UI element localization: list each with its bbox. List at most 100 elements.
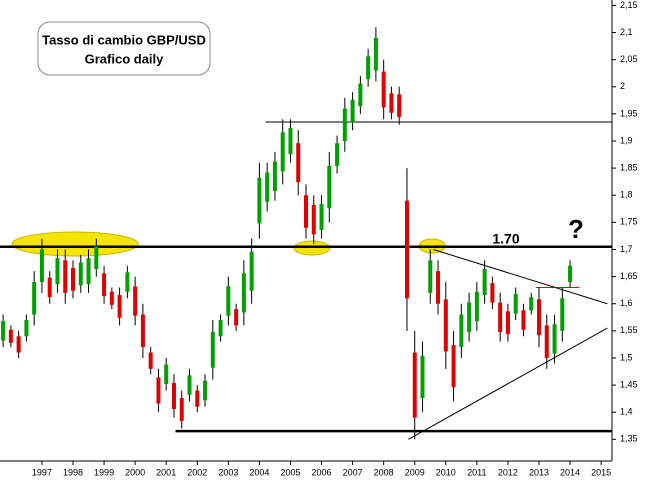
price-bar	[296, 143, 301, 183]
y-tick-label: 1,5	[620, 352, 633, 362]
x-tick-label: 2003	[218, 467, 238, 477]
price-bar	[490, 283, 495, 303]
annotation: 1.70	[492, 231, 519, 247]
price-bar	[412, 352, 417, 418]
price-bar	[451, 344, 456, 388]
price-bar	[117, 295, 122, 318]
price-bar	[474, 291, 479, 322]
price-bar	[428, 260, 433, 293]
price-bar	[319, 203, 324, 230]
y-tick-label: 1,7	[620, 244, 633, 254]
y-tick-label: 1,4	[620, 407, 633, 417]
y-tick-label: 1,95	[620, 108, 638, 118]
price-bar	[78, 262, 83, 286]
price-bar	[1, 321, 6, 341]
price-bar	[342, 108, 347, 142]
price-bar	[536, 299, 541, 336]
price-bar	[459, 314, 464, 348]
price-bar	[241, 273, 246, 313]
price-bar	[257, 177, 262, 224]
price-bar	[55, 258, 60, 285]
price-bar	[195, 390, 200, 407]
price-bar	[265, 172, 270, 202]
price-bar	[467, 302, 472, 332]
price-bar	[218, 319, 223, 337]
price-bar	[133, 286, 138, 316]
annotation: ?	[568, 214, 584, 244]
price-bar	[8, 329, 13, 343]
title-box	[37, 21, 211, 76]
x-tick-label: 1999	[94, 467, 114, 477]
trendline	[408, 327, 608, 440]
price-bar	[125, 272, 130, 292]
x-tick-label: 2012	[498, 467, 518, 477]
price-bar	[86, 258, 91, 285]
price-bar	[335, 143, 340, 166]
price-bar	[24, 319, 29, 337]
y-tick-label: 1,65	[620, 271, 638, 281]
x-tick-label: 2011	[467, 467, 486, 477]
price-bar	[482, 269, 487, 296]
price-bar	[234, 309, 239, 326]
trendline	[433, 249, 608, 305]
y-tick-label: 1,75	[620, 217, 638, 227]
price-bar	[63, 260, 68, 293]
price-bar	[311, 205, 316, 235]
y-tick-label: 1,9	[620, 135, 633, 145]
price-bar	[179, 398, 184, 421]
price-bar	[102, 273, 107, 297]
y-tick-label: 1,8	[620, 190, 633, 200]
price-bar	[350, 99, 355, 123]
price-bar	[16, 336, 21, 353]
price-bar	[420, 355, 425, 399]
price-bar	[373, 37, 378, 71]
y-tick-label: 1,55	[620, 325, 638, 335]
highlight	[11, 231, 139, 257]
price-bar	[521, 310, 526, 330]
price-bar	[249, 251, 254, 291]
price-bar	[513, 293, 518, 314]
price-bar	[505, 311, 510, 335]
price-bar	[187, 375, 192, 395]
price-bar	[71, 267, 76, 291]
price-bar	[156, 377, 161, 404]
price-bar	[397, 94, 402, 118]
price-bar	[552, 324, 557, 354]
y-tick-label: 2	[620, 81, 625, 91]
price-bar	[164, 364, 169, 384]
price-bar	[568, 265, 573, 283]
x-tick-label: 2001	[156, 467, 176, 477]
price-bar	[109, 291, 114, 305]
price-bar	[226, 286, 231, 316]
price-bar	[140, 314, 145, 348]
x-tick-label: 1998	[63, 467, 83, 477]
x-tick-label: 2013	[529, 467, 549, 477]
y-tick-label: 1,35	[620, 434, 638, 444]
price-bar	[381, 71, 386, 108]
price-bar	[366, 56, 371, 80]
x-tick-label: 2007	[343, 467, 363, 477]
price-bar	[39, 249, 44, 283]
price-bar	[210, 331, 215, 368]
y-tick-label: 2,15	[620, 0, 638, 10]
chart-subtitle: Grafico daily	[85, 51, 165, 66]
price-bar	[404, 200, 409, 299]
x-tick-label: 2006	[312, 467, 332, 477]
price-bar	[47, 277, 52, 298]
price-bar	[436, 271, 441, 304]
price-bar	[304, 195, 308, 228]
y-tick-label: 2,05	[620, 54, 638, 64]
price-bar	[94, 246, 99, 270]
x-tick-label: 2010	[436, 467, 456, 477]
x-tick-label: 1997	[32, 467, 52, 477]
price-bar	[327, 165, 332, 209]
x-tick-label: 2002	[187, 467, 207, 477]
plot: 1,35 1,4 1,45 1,5 1,55 1,6 1,65 1,7 1,75 1,8 1,85 1…	[0, 0, 638, 477]
x-tick-label: 2014	[560, 467, 580, 477]
y-tick-label: 2,1	[620, 27, 633, 37]
x-tick-label: 2009	[405, 467, 425, 477]
price-bar	[272, 161, 277, 191]
price-bar	[148, 352, 153, 369]
price-bar	[529, 297, 534, 311]
